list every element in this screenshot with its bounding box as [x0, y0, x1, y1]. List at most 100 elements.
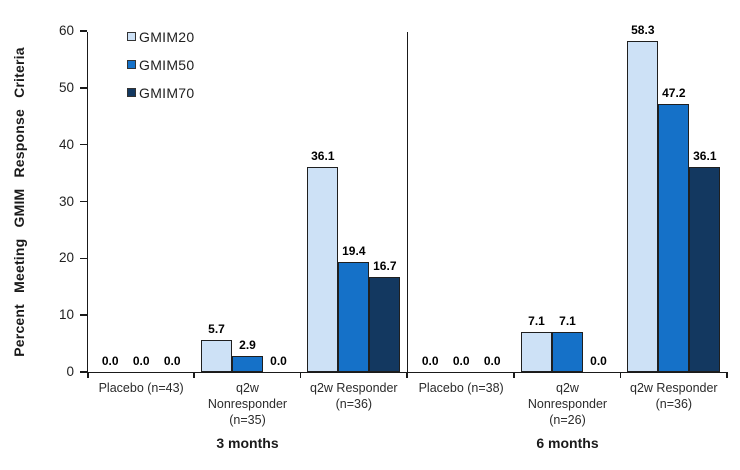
value-label: 7.1 — [559, 313, 576, 328]
bar-fill-gmim70 — [369, 277, 401, 372]
x-axis-tick — [726, 372, 728, 378]
bar-fill-gmim50 — [551, 331, 583, 372]
x-axis-tick — [619, 372, 622, 378]
y-axis-title: Percent Meeting GMIM Response Criteria — [11, 47, 27, 357]
y-tick-label: 30 — [58, 193, 74, 209]
legend-item-gmim50: GMIM50 — [127, 54, 194, 75]
category-cell: 7.1 7.1 0.0 q2w Nonresponder (n=26) — [514, 32, 620, 427]
category-label: q2w Responder (n=36) — [607, 380, 740, 412]
bars-group: 36.1 19.4 16.7 — [301, 149, 407, 372]
category-label-line: Placebo (n=43) — [98, 381, 184, 395]
value-label: 58.3 — [631, 22, 655, 37]
value-label: 0.0 — [270, 354, 287, 368]
value-label: 5.7 — [208, 321, 225, 336]
legend-label: GMIM50 — [139, 56, 195, 73]
bar-gmim70: 16.7 — [369, 259, 401, 372]
bar-fill-gmim70 — [689, 166, 721, 372]
y-axis-tick — [79, 200, 87, 203]
legend-swatch-gmim70-icon — [127, 88, 136, 97]
bar-fill-gmim50 — [658, 103, 690, 372]
x-axis-tick — [87, 372, 89, 378]
category-cell: 0.0 0.0 0.0 Placebo (n=38) — [408, 32, 514, 395]
legend-item-gmim70: GMIM70 — [127, 82, 194, 103]
legend-label: GMIM20 — [139, 28, 195, 45]
category-label-line: q2w — [556, 381, 579, 395]
category-label: q2w Nonresponder (n=35) — [180, 380, 314, 428]
y-axis-tick — [79, 257, 87, 260]
value-label: 36.1 — [311, 148, 335, 163]
y-axis-tick — [79, 314, 87, 316]
bar-gmim20: 58.3 — [627, 23, 659, 372]
bar-fill-gmim20 — [307, 166, 339, 372]
y-tick-label: 0 — [66, 364, 74, 379]
y-tick-label: 50 — [58, 79, 74, 95]
value-label: 2.9 — [239, 337, 256, 352]
category-cell: 0.0 0.0 0.0 Placebo (n=43) — [88, 32, 194, 395]
y-axis-tick — [79, 143, 87, 146]
value-label: 19.4 — [342, 243, 366, 258]
bar-gmim20: 7.1 — [520, 314, 552, 372]
panel-3-months: 0.0 0.0 0.0 Placebo (n=43) 5.7 2.9 0.0 q2w Nonre… — [87, 32, 408, 451]
legend-swatch-gmim50-icon — [127, 60, 136, 69]
panel-6-months: 0.0 0.0 0.0 Placebo (n=38) 7.1 7.1 0.0 q2w Nonre… — [407, 23, 728, 451]
category-label: Placebo (n=38) — [394, 380, 528, 396]
plot-area: 0 10 20 30 40 50 60 0.0 0.0 0.0 Placebo (n=43) 5.7 2… — [59, 23, 728, 451]
bar-gmim50: 19.4 — [338, 244, 370, 372]
value-label: 0.0 — [132, 354, 150, 368]
y-axis-tick — [79, 371, 87, 373]
category-label-line: q2w Responder — [630, 381, 718, 395]
bar-gmim20: 36.1 — [307, 149, 339, 372]
legend: GMIM20 GMIM50 GMIM70 — [127, 26, 194, 110]
y-tick-label: 10 — [58, 307, 74, 323]
x-axis-tick — [193, 372, 195, 378]
category-cell: 58.3 47.2 36.1 q2w Responder (n=36) — [621, 23, 727, 411]
bars-group: 5.7 2.9 0.0 — [194, 322, 300, 372]
legend-label: GMIM70 — [139, 84, 195, 101]
category-label-line: (n=26) — [549, 413, 586, 427]
value-label: 47.2 — [662, 85, 686, 100]
y-axis-tick — [79, 87, 87, 89]
category-label-line: q2w Responder — [310, 381, 398, 395]
bar-gmim50: 47.2 — [658, 86, 690, 372]
category-label: q2w Nonresponder (n=26) — [500, 380, 634, 428]
value-label: 36.1 — [693, 148, 717, 163]
value-label: 0.0 — [163, 354, 181, 368]
category-label-line: Nonresponder — [527, 397, 608, 411]
bars-group: 58.3 47.2 36.1 — [621, 23, 727, 372]
category-label-line: Placebo (n=38) — [418, 381, 504, 395]
category-label-line: Nonresponder — [207, 397, 288, 411]
x-axis-tick — [299, 372, 302, 378]
category-label: q2w Responder (n=36) — [287, 380, 421, 412]
bar-fill-gmim50 — [231, 355, 263, 372]
bar-fill-gmim20 — [200, 339, 232, 372]
x-axis-tick — [406, 372, 408, 378]
y-tick-label: 20 — [58, 250, 74, 266]
category-label-line: q2w — [236, 381, 259, 395]
y-tick-label: 60 — [58, 23, 74, 38]
value-label: 16.7 — [373, 259, 397, 274]
panel-label: 6 months — [536, 435, 599, 451]
bar-gmim50: 2.9 — [231, 338, 263, 372]
bar-fill-gmim20 — [520, 331, 552, 372]
y-axis-tick — [79, 30, 87, 32]
category-label-line: (n=35) — [229, 413, 266, 427]
legend-swatch-gmim20-icon — [127, 32, 136, 41]
bars-group: 7.1 7.1 0.0 — [514, 314, 620, 372]
value-label: 0.0 — [483, 354, 501, 368]
legend-item-gmim20: GMIM20 — [127, 26, 194, 47]
value-label: 0.0 — [452, 354, 470, 368]
category-label-line: (n=36) — [655, 397, 693, 411]
category-label: Placebo (n=43) — [74, 380, 208, 396]
bar-gmim70: 36.1 — [689, 149, 721, 372]
y-tick-label: 40 — [58, 136, 74, 152]
bar-fill-gmim20 — [627, 40, 659, 372]
bar-gmim50: 7.1 — [551, 314, 583, 372]
category-cell: 36.1 19.4 16.7 q2w Responder (n=36) — [301, 32, 407, 411]
category-label-line: (n=36) — [335, 397, 373, 411]
value-label: 0.0 — [101, 354, 119, 368]
panel-label: 3 months — [216, 435, 279, 451]
category-cell: 5.7 2.9 0.0 q2w Nonresponder (n=35) — [194, 32, 300, 427]
x-axis-tick — [513, 372, 515, 378]
value-label: 0.0 — [590, 354, 607, 368]
